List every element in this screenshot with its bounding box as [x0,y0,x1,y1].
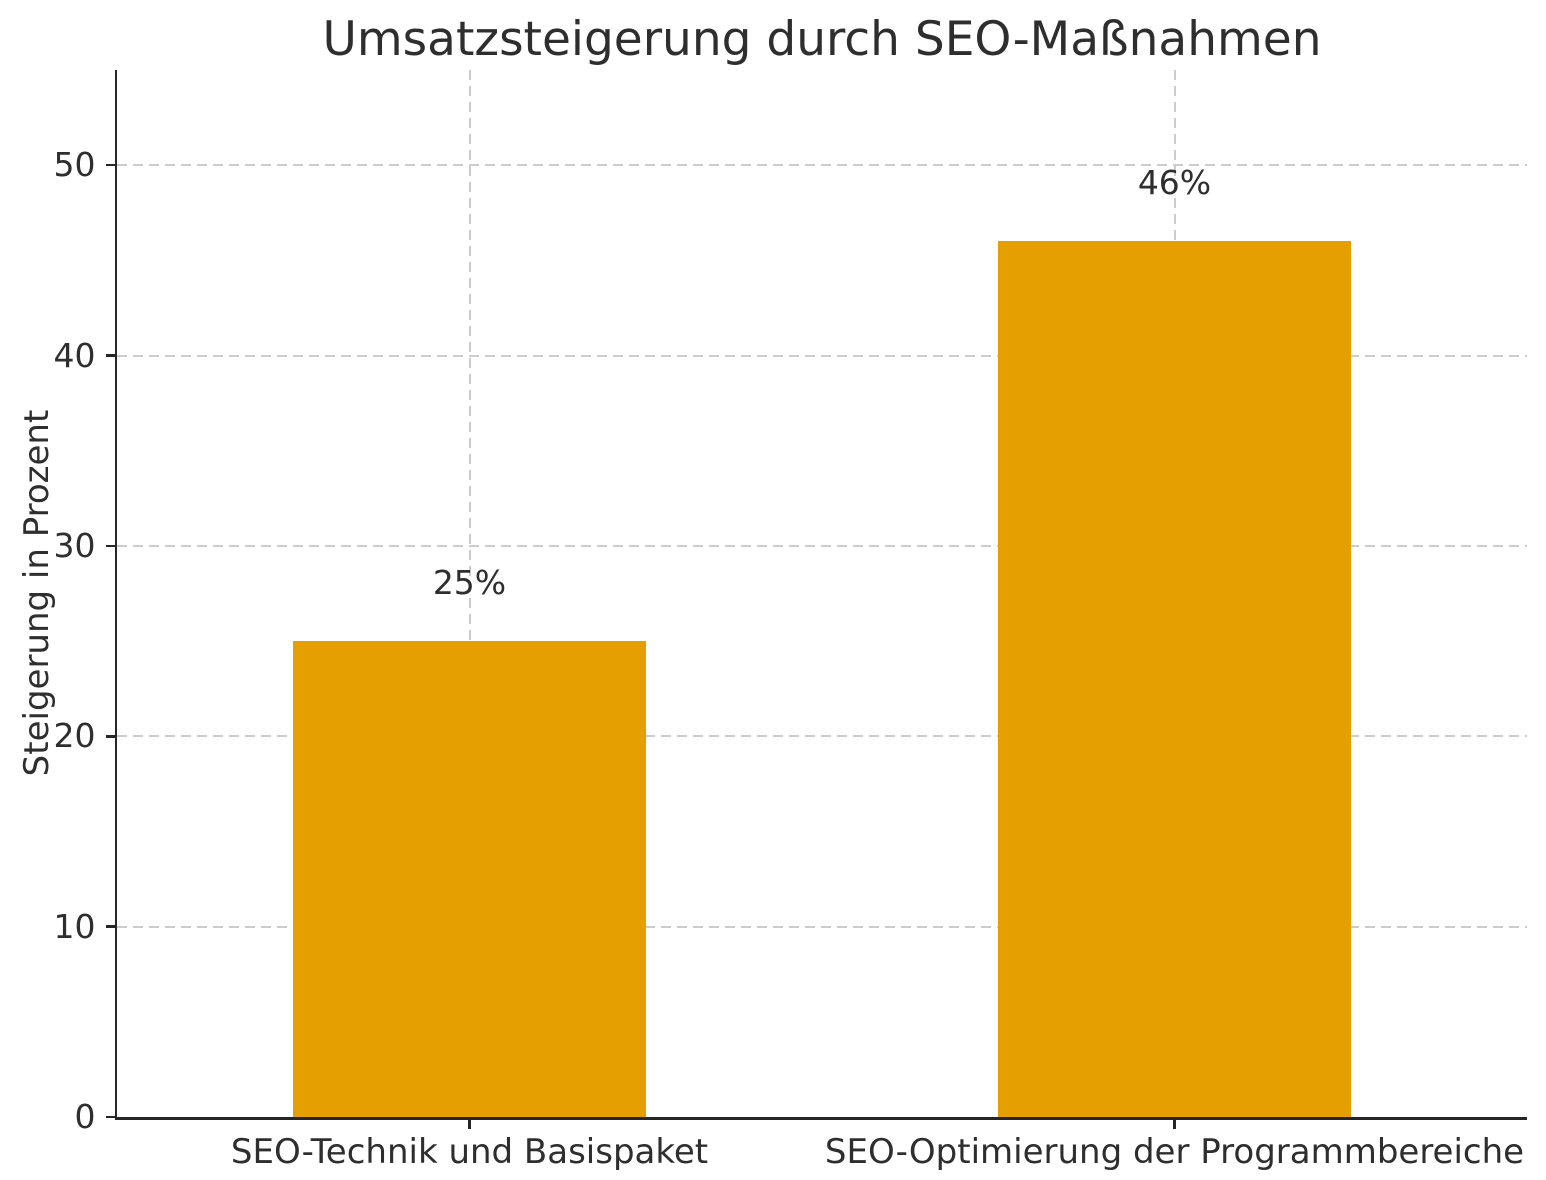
gridline-horizontal [117,925,1527,928]
chart-title: Umsatzsteigerung durch SEO-Maßnahmen [322,12,1322,67]
x-tick-label: SEO-Technik und Basispaket [230,1131,709,1172]
y-tick-mark [105,544,115,548]
y-axis-spine [114,70,117,1120]
x-tick-mark [1173,1119,1176,1129]
y-tick-label: 10 [53,906,96,946]
y-tick-label: 20 [53,716,96,756]
gridline-horizontal [117,544,1527,547]
y-tick-label: 0 [74,1097,96,1136]
x-axis-spine [114,1117,1527,1120]
gridline-horizontal [117,735,1527,738]
x-tick-label: SEO-Optimierung der Programmbereiche [824,1131,1525,1172]
x-tick-mark [468,1119,471,1129]
gridline-vertical [468,70,471,1117]
bar [293,641,646,1117]
y-tick-mark [105,1115,115,1119]
y-tick-mark [105,925,115,928]
y-tick-mark [105,735,115,738]
y-tick-mark [105,354,115,357]
y-tick-label: 40 [53,335,96,375]
bar-value-label: 46% [1137,163,1212,203]
gridline-horizontal [117,354,1527,357]
bar [998,241,1351,1117]
gridline-horizontal [117,164,1527,167]
bar-value-label: 25% [432,563,507,603]
y-tick-mark [105,163,115,167]
y-tick-label: 50 [53,145,96,185]
y-tick-label: 30 [53,525,96,565]
